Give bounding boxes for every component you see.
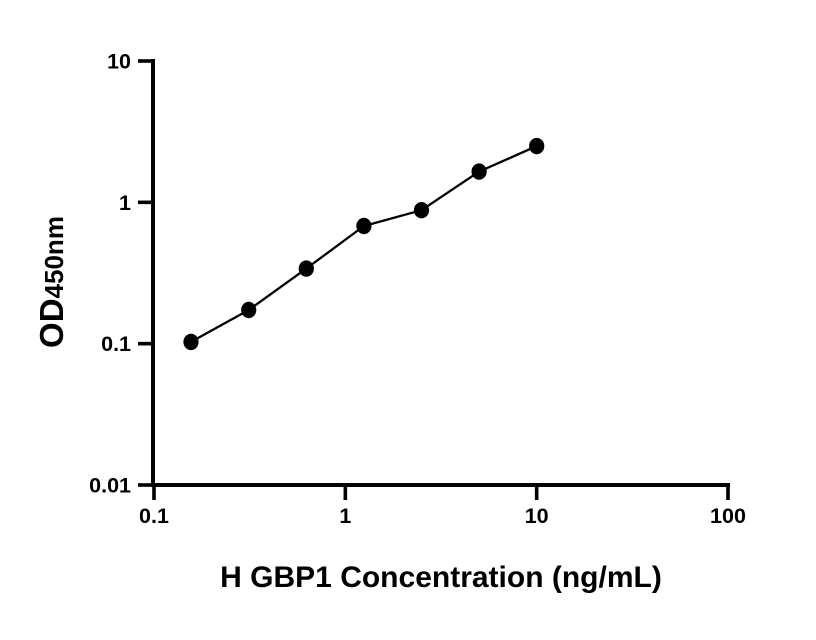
- y-axis-title: OD450nm: [33, 216, 71, 348]
- y-tick-label: 0.01: [89, 474, 131, 498]
- data-point-marker: [241, 301, 257, 319]
- x-tick-label: 0.1: [139, 504, 169, 528]
- x-axis-title: H GBP1 Concentration (ng/mL): [220, 561, 662, 594]
- data-point-marker: [183, 333, 199, 351]
- data-point-marker: [529, 137, 545, 155]
- y-axis-title-sub: 450nm: [39, 216, 69, 299]
- x-tick-label: 100: [710, 504, 746, 528]
- y-axis-title-main: OD: [33, 298, 70, 348]
- y-tick-label: 0.1: [101, 332, 131, 356]
- data-point-marker: [298, 260, 314, 277]
- x-tick-label: 10: [525, 504, 549, 528]
- data-point-marker: [413, 202, 430, 219]
- data-point-marker: [356, 217, 372, 235]
- x-tick-label: 1: [339, 504, 351, 528]
- y-tick-label: 10: [107, 50, 131, 74]
- y-tick-label: 1: [119, 191, 131, 215]
- data-point-marker: [471, 163, 487, 180]
